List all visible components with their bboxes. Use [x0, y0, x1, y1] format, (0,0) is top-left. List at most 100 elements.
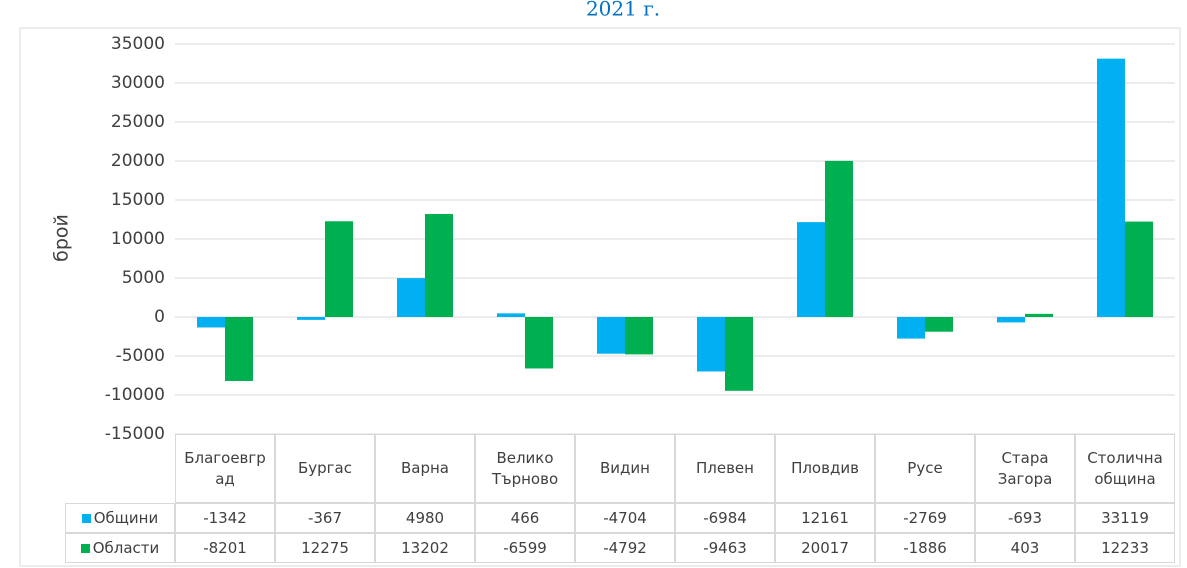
table-value-text: -4704	[603, 508, 647, 527]
x-tick-label-text: Видин	[600, 459, 650, 478]
y-axis-title: брой	[51, 214, 73, 262]
table-value: -367	[275, 503, 375, 533]
bar	[797, 222, 825, 317]
y-tick-label: 20000	[111, 151, 165, 171]
bar	[825, 160, 853, 317]
table-value-text: 466	[510, 508, 540, 527]
table-value-text: 13202	[401, 538, 449, 557]
table-value: -1342	[175, 503, 275, 533]
legend-entry: Общини	[65, 503, 175, 533]
legend-swatch	[80, 543, 90, 553]
bar	[1025, 313, 1053, 317]
table-value: -9463	[675, 533, 775, 563]
x-tick-label-text: Велико Търново	[491, 449, 559, 488]
x-tick-label: Велико Търново	[475, 434, 575, 503]
bar	[925, 317, 953, 332]
table-value-text: -1886	[903, 538, 947, 557]
table-value: 33119	[1075, 503, 1175, 533]
table-value-text: -693	[1007, 508, 1043, 527]
bar	[697, 317, 725, 372]
bar	[625, 317, 653, 355]
table-value-text: -4792	[603, 538, 647, 557]
x-tick-label: Видин	[575, 434, 675, 503]
bar	[725, 317, 753, 391]
x-tick-label: Варна	[375, 434, 475, 503]
x-tick-label: Благоевград	[175, 434, 275, 503]
table-value: -1886	[875, 533, 975, 563]
bar	[325, 221, 353, 317]
x-tick-label-text: Варна	[400, 459, 449, 478]
table-value: -693	[975, 503, 1075, 533]
x-tick-label-text: Столична община	[1087, 449, 1163, 488]
bar	[297, 317, 325, 320]
legend-entry-text: Области	[92, 538, 160, 557]
bar	[225, 317, 253, 381]
x-tick-label: Бургас	[275, 434, 375, 503]
table-value: -4704	[575, 503, 675, 533]
legend-entry: Области	[65, 533, 175, 563]
table-value: -6599	[475, 533, 575, 563]
x-tick-label: Стара Загора	[975, 434, 1075, 503]
y-tick-label: 0	[154, 307, 165, 327]
table-value-text: -2769	[903, 508, 947, 527]
table-value-text: 12161	[801, 508, 849, 527]
bar	[897, 317, 925, 339]
table-value: 12275	[275, 533, 375, 563]
bar	[597, 317, 625, 354]
y-tick-label: 5000	[122, 268, 165, 288]
table-value-text: -6984	[703, 508, 747, 527]
x-tick-label-text: Пловдив	[791, 459, 859, 478]
y-tick-label: 10000	[111, 229, 165, 249]
bar	[197, 317, 225, 328]
bar	[525, 317, 553, 369]
table-value-text: 4980	[405, 508, 445, 527]
bar	[425, 214, 453, 317]
chart-title: 2021 г.	[586, 0, 660, 21]
bar	[997, 317, 1025, 323]
x-tick-label-text: Русе	[907, 459, 943, 478]
legend-swatch	[81, 513, 91, 523]
table-value-text: 20017	[801, 538, 849, 557]
table-value: 20017	[775, 533, 875, 563]
y-tick-label: 15000	[111, 190, 165, 210]
y-tick-label: 30000	[111, 73, 165, 93]
x-tick-label-text: Бургас	[297, 459, 352, 478]
table-value: -8201	[175, 533, 275, 563]
bar	[397, 278, 425, 317]
x-tick-label: Русе	[875, 434, 975, 503]
bar	[1097, 58, 1125, 317]
chart-border	[19, 27, 1181, 567]
table-value: 4980	[375, 503, 475, 533]
table-value: 403	[975, 533, 1075, 563]
x-tick-label: Столична община	[1075, 434, 1175, 503]
table-value: 13202	[375, 533, 475, 563]
y-tick-label: -15000	[105, 424, 165, 444]
table-value-text: -367	[307, 508, 343, 527]
x-tick-label-text: Плевен	[696, 459, 754, 478]
x-tick-label: Плевен	[675, 434, 775, 503]
table-value-text: 12233	[1101, 538, 1149, 557]
x-tick-label: Пловдив	[775, 434, 875, 503]
bar	[497, 313, 525, 317]
table-value-text: -9463	[703, 538, 747, 557]
y-tick-label: -10000	[105, 385, 165, 405]
table-value-text: -6599	[503, 538, 547, 557]
table-value-text: 403	[1010, 538, 1040, 557]
table-value: 12233	[1075, 533, 1175, 563]
y-tick-label: -5000	[116, 346, 165, 366]
table-value: -4792	[575, 533, 675, 563]
y-tick-label: 35000	[111, 34, 165, 54]
table-value: 12161	[775, 503, 875, 533]
x-tick-label-text: Благоевград	[184, 449, 266, 488]
x-tick-label-text: Стара Загора	[997, 449, 1053, 488]
bar	[1125, 221, 1153, 317]
table-value: -2769	[875, 503, 975, 533]
table-value-text: 33119	[1101, 508, 1149, 527]
legend-entry-text: Общини	[93, 508, 159, 527]
table-value-text: 12275	[301, 538, 349, 557]
table-value-text: -1342	[203, 508, 247, 527]
table-value-text: -8201	[203, 538, 247, 557]
table-value: 466	[475, 503, 575, 533]
